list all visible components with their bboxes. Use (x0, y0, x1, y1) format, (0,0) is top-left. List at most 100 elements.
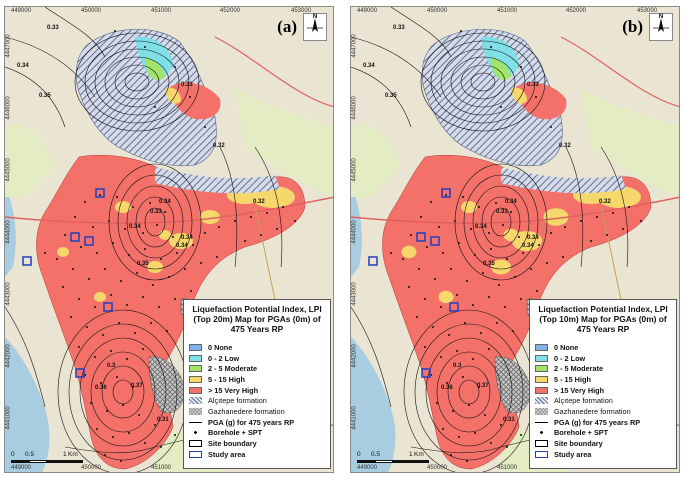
borehole-spt-point (149, 202, 151, 204)
lpi-high-patch (115, 201, 131, 213)
road (5, 196, 333, 224)
x-tick-label: 450000 (427, 465, 448, 471)
borehole-spt-point (438, 226, 440, 228)
borehole-spt-point (142, 296, 144, 298)
borehole-spt-point (62, 286, 64, 288)
borehole-spt-point (104, 454, 106, 456)
study-area-marker (75, 368, 85, 378)
borehole-spt-point (520, 298, 522, 300)
legend-item-label: 0 None (554, 342, 579, 352)
borehole-spt-point (440, 356, 442, 358)
legend-item: PGA (g) for 475 years RP (189, 417, 328, 428)
borehole-spt-point (174, 66, 176, 68)
contour-label: 0.34 (176, 243, 188, 249)
study-area-marker (84, 236, 94, 246)
borehole-spt-point (550, 232, 552, 234)
legend-item-label: > 15 Very High (554, 385, 605, 395)
scale-bar: 0 0.5 1 Km (11, 451, 85, 463)
contour-label: 0.37 (477, 383, 489, 389)
borehole-spt-point (104, 268, 106, 270)
contour-label: 0.33 (393, 25, 405, 31)
borehole-spt-point (462, 196, 464, 198)
legend-swatch (535, 440, 548, 448)
borehole-points (390, 30, 642, 462)
contour-label: 0.34 (505, 199, 517, 205)
borehole-spt-point (116, 196, 118, 198)
borehole-spt-point (488, 232, 490, 234)
legend-item-label: 0 - 2 Low (554, 353, 586, 363)
borehole-spt-point (520, 434, 522, 436)
borehole-spt-point (158, 306, 160, 308)
borehole-spt-point (96, 428, 98, 430)
lpi-moderate-patch (145, 57, 165, 80)
contour-label: 0.34 (17, 63, 29, 69)
borehole-spt-point (426, 246, 428, 248)
borehole-spt-point (450, 268, 452, 270)
contour-label: 0.36 (441, 385, 453, 391)
scale-label: 0 (11, 451, 15, 458)
borehole-spt-point (134, 332, 136, 334)
borehole-spt-point (100, 382, 102, 384)
x-tick-label: 450000 (427, 8, 448, 14)
borehole-spt-point (612, 212, 614, 214)
contour-label: 0.35 (483, 261, 495, 267)
borehole-spt-point (144, 46, 146, 48)
borehole-spt-point (260, 234, 262, 236)
scale-label: 0.5 (371, 451, 381, 458)
legend-item: Gazhanedere formation (189, 406, 328, 417)
borehole-spt-point (506, 258, 508, 260)
legend-item-label: 2 - 5 Moderate (554, 364, 604, 374)
borehole-spt-point (420, 216, 422, 218)
borehole-spt-point (112, 436, 114, 438)
legend-item: Alçıtepe formation (189, 395, 328, 406)
borehole-spt-point (564, 226, 566, 228)
borehole-spt-point (44, 252, 46, 254)
legend-swatch (189, 354, 202, 362)
borehole-spt-point (466, 280, 468, 282)
legend-swatch (535, 429, 548, 437)
borehole-spt-point (466, 460, 468, 462)
y-tick-label: 4447000 (5, 34, 12, 58)
legend-item-label: 2 - 5 Moderate (208, 364, 258, 374)
contour-label: 0.34 (159, 199, 171, 205)
legend-swatch (189, 386, 202, 394)
borehole-spt-point (518, 236, 520, 238)
borehole-spt-point (174, 298, 176, 300)
borehole-spt-point (510, 211, 512, 213)
borehole-spt-point (70, 316, 72, 318)
borehole-spt-point (244, 240, 246, 242)
liquefaction-map: 0.330.340.350.330.320.340.340.330.34 0.32… (5, 7, 333, 472)
borehole-spt-point (218, 226, 220, 228)
legend-swatch (189, 440, 202, 448)
borehole-spt-point (84, 201, 86, 203)
scale-label: 0.5 (25, 451, 35, 458)
y-tick-label: 4444000 (5, 220, 12, 244)
borehole-spt-point (78, 346, 80, 348)
borehole-spt-point (110, 350, 112, 352)
borehole-spt-point (430, 201, 432, 203)
borehole-spt-point (580, 220, 582, 222)
borehole-spt-point (96, 252, 98, 254)
borehole-spt-point (596, 216, 598, 218)
borehole-spt-point (502, 224, 504, 226)
contour-label: 0.3 (453, 363, 462, 369)
study-area-marker (416, 232, 426, 242)
borehole-spt-point (172, 236, 174, 238)
borehole-spt-point (456, 350, 458, 352)
borehole-spt-point (184, 268, 186, 270)
borehole-spt-point (484, 414, 486, 416)
lpi-high-patch (461, 201, 477, 213)
borehole-spt-point (192, 244, 194, 246)
study-area-marker (95, 188, 105, 198)
borehole-spt-point (480, 332, 482, 334)
contour-label: 0.34 (181, 235, 193, 241)
scale-label: 1 (409, 451, 413, 458)
borehole-spt-point (166, 330, 168, 332)
legend-item: 2 - 5 Moderate (535, 363, 674, 374)
borehole-spt-point (495, 202, 497, 204)
legend-title: Liquefaction Potential Index, LPI (Top 2… (192, 304, 322, 334)
borehole-spt-point (402, 258, 404, 260)
y-tick-label: 4443000 (351, 282, 358, 306)
lpi-high-patch (57, 247, 69, 257)
borehole-points (44, 30, 296, 462)
